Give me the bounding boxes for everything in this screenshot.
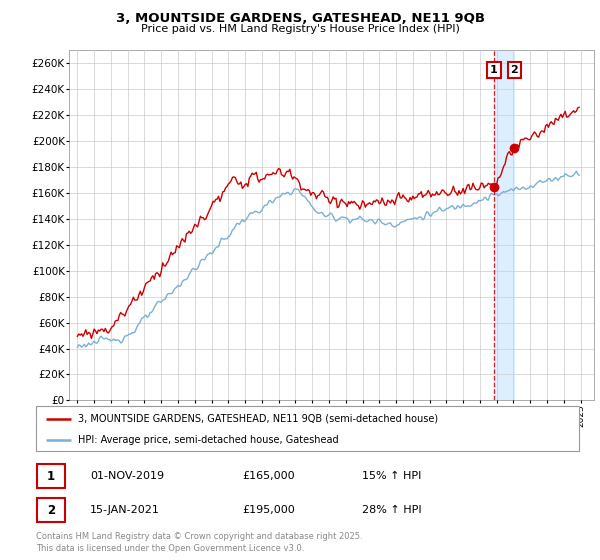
Text: 15% ↑ HPI: 15% ↑ HPI bbox=[362, 471, 421, 481]
Text: HPI: Average price, semi-detached house, Gateshead: HPI: Average price, semi-detached house,… bbox=[79, 435, 339, 445]
Text: 2: 2 bbox=[47, 504, 55, 517]
Text: Contains HM Land Registry data © Crown copyright and database right 2025.
This d: Contains HM Land Registry data © Crown c… bbox=[36, 533, 362, 553]
Bar bbox=[494, 50, 514, 400]
Text: 1: 1 bbox=[47, 469, 55, 483]
Text: 3, MOUNTSIDE GARDENS, GATESHEAD, NE11 9QB: 3, MOUNTSIDE GARDENS, GATESHEAD, NE11 9Q… bbox=[115, 12, 485, 25]
Bar bbox=[37, 498, 65, 522]
Text: 15-JAN-2021: 15-JAN-2021 bbox=[91, 505, 160, 515]
Text: 01-NOV-2019: 01-NOV-2019 bbox=[91, 471, 164, 481]
Text: 2: 2 bbox=[510, 65, 518, 75]
Text: £195,000: £195,000 bbox=[242, 505, 295, 515]
Text: Price paid vs. HM Land Registry's House Price Index (HPI): Price paid vs. HM Land Registry's House … bbox=[140, 24, 460, 34]
Text: £165,000: £165,000 bbox=[242, 471, 295, 481]
Text: 1: 1 bbox=[490, 65, 498, 75]
Text: 28% ↑ HPI: 28% ↑ HPI bbox=[362, 505, 421, 515]
Text: 3, MOUNTSIDE GARDENS, GATESHEAD, NE11 9QB (semi-detached house): 3, MOUNTSIDE GARDENS, GATESHEAD, NE11 9Q… bbox=[79, 413, 439, 423]
Bar bbox=[37, 464, 65, 488]
